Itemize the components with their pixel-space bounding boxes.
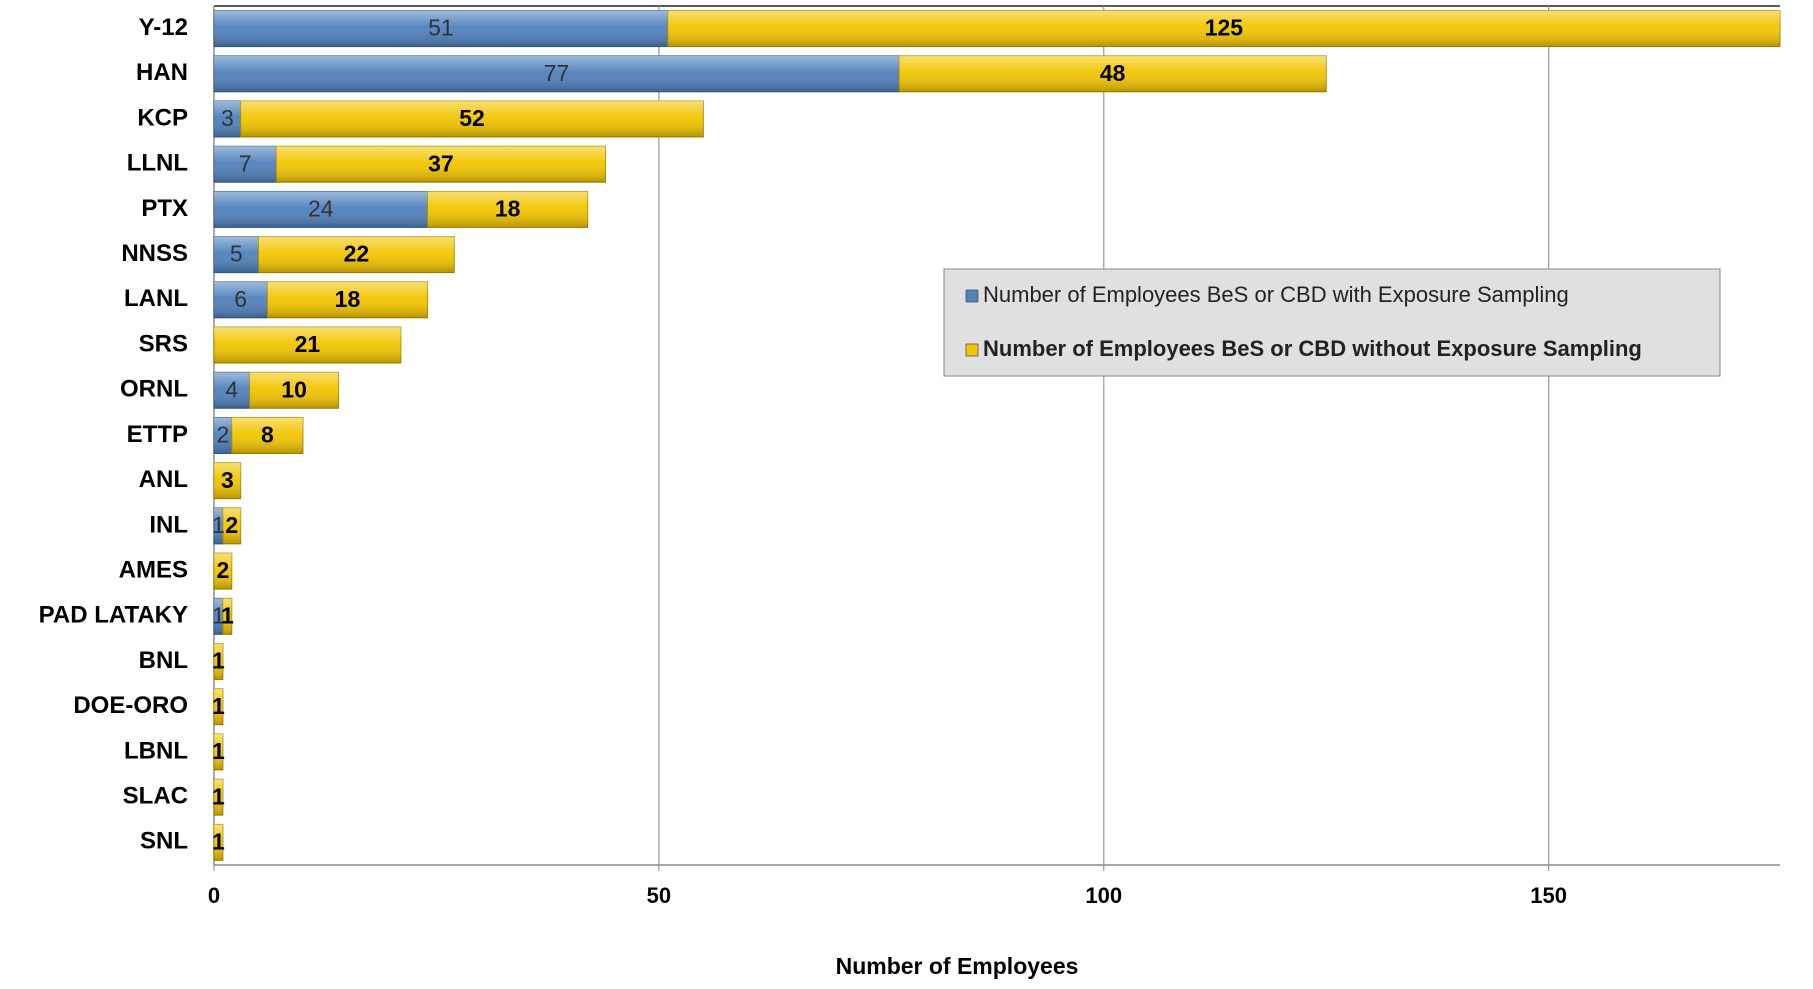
value-label: 2 — [225, 512, 238, 538]
value-label: 2 — [216, 422, 229, 448]
value-label: 51 — [428, 15, 454, 41]
value-label: 6 — [234, 286, 247, 312]
y-tick-label: SLAC — [123, 783, 188, 810]
value-label: 1 — [212, 512, 225, 538]
value-label: 1 — [212, 738, 225, 764]
value-label: 37 — [428, 150, 454, 176]
value-label: 1 — [212, 648, 225, 674]
legend-label: Number of Employees BeS or CBD without E… — [983, 336, 1642, 361]
y-tick-label: DOE-ORO — [73, 692, 188, 719]
value-label: 5 — [230, 241, 243, 267]
value-label: 52 — [459, 105, 485, 131]
x-axis-title: Number of Employees — [836, 953, 1079, 979]
y-tick-label: ORNL — [120, 376, 188, 403]
y-tick-label: ETTP — [127, 421, 188, 448]
value-label: 77 — [544, 60, 570, 86]
value-label: 18 — [335, 286, 361, 312]
value-label: 125 — [1205, 15, 1244, 41]
value-label: 3 — [221, 105, 234, 131]
y-tick-label: INL — [149, 511, 188, 538]
y-tick-label: LLNL — [127, 150, 188, 177]
x-tick-label: 50 — [647, 883, 671, 908]
y-tick-label: NNSS — [121, 240, 188, 267]
value-label: 1 — [212, 693, 225, 719]
value-label: 2 — [216, 557, 229, 583]
legend-swatch — [965, 289, 979, 303]
value-label: 48 — [1100, 60, 1126, 86]
x-tick-label: 100 — [1085, 883, 1122, 908]
value-label: 3 — [221, 467, 234, 493]
y-tick-label: HAN — [136, 59, 188, 86]
legend-swatch — [965, 343, 979, 357]
value-label: 1 — [221, 602, 234, 628]
y-tick-label: ANL — [139, 466, 188, 493]
value-label: 1 — [212, 783, 225, 809]
legend: Number of Employees BeS or CBD with Expo… — [943, 268, 1721, 377]
y-tick-label: BNL — [139, 647, 188, 674]
y-tick-label: LBNL — [124, 737, 188, 764]
y-tick-label: KCP — [137, 104, 188, 131]
bars — [213, 10, 1781, 861]
value-label: 10 — [281, 376, 307, 402]
x-tick-label: 150 — [1530, 883, 1567, 908]
y-tick-label: LANL — [124, 285, 188, 312]
y-tick-label: PAD LATAKY — [39, 602, 188, 629]
value-label: 24 — [308, 196, 334, 222]
value-label: 4 — [225, 376, 238, 402]
legend-label: Number of Employees BeS or CBD with Expo… — [983, 282, 1569, 307]
value-label: 18 — [495, 196, 521, 222]
value-label: 21 — [295, 331, 321, 357]
y-tick-label: SNL — [140, 828, 188, 855]
y-tick-label: Y-12 — [139, 14, 188, 41]
y-tick-label: PTX — [141, 195, 188, 222]
value-label: 1 — [212, 828, 225, 854]
legend-box — [943, 268, 1721, 377]
y-tick-label: SRS — [139, 330, 188, 357]
value-label: 22 — [344, 241, 370, 267]
value-label: 8 — [261, 422, 274, 448]
value-label: 7 — [239, 150, 252, 176]
x-tick-label: 0 — [208, 883, 220, 908]
y-tick-label: AMES — [119, 556, 188, 583]
value-label: 1 — [212, 602, 225, 628]
